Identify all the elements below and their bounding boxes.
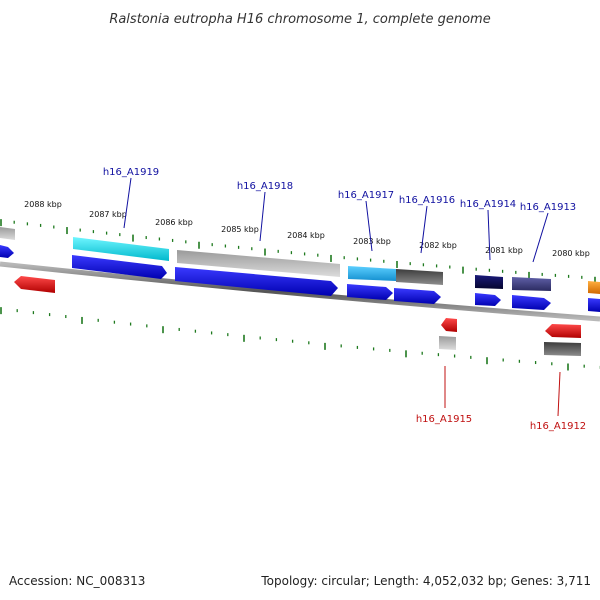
gene-label-h16-a1918[interactable]: h16_A1918 [237, 181, 293, 192]
cds-arrow[interactable] [0, 245, 14, 258]
label-leader-line [420, 205, 428, 254]
scale-label-2080: 2080 kbp [552, 249, 590, 258]
cds-arrow-h16-a1914[interactable] [475, 293, 501, 306]
feature-block[interactable] [588, 281, 600, 294]
reverse-strand-track [14, 276, 581, 338]
scale-label-2083: 2083 kbp [353, 237, 391, 246]
gene-labels-forward: h16_A1919 h16_A1918 h16_A1917 h16_A1916 … [103, 167, 576, 263]
cds-arrow-h16-a1915[interactable] [441, 318, 457, 332]
scale-label-2082: 2082 kbp [419, 241, 457, 250]
feature-block-h16-a1914[interactable] [475, 275, 503, 289]
label-leader-line [123, 177, 132, 229]
cds-arrow-h16-a1918[interactable] [175, 267, 338, 296]
feature-block-h16-a1912[interactable] [544, 342, 581, 356]
chromosome-backbone [0, 261, 600, 322]
label-leader-line [557, 371, 561, 417]
scale-label-2081: 2081 kbp [485, 246, 523, 255]
scale-label-2084: 2084 kbp [287, 231, 325, 240]
feature-block-h16-a1913[interactable] [512, 277, 551, 291]
feature-block-h16-a1915[interactable] [439, 336, 456, 350]
cds-arrow-h16-a1919[interactable] [72, 255, 167, 279]
gene-labels-reverse: h16_A1915 h16_A1912 [416, 366, 586, 432]
scale-label-2087: 2087 kbp [89, 210, 127, 219]
label-leader-line [259, 191, 266, 242]
gene-label-h16-a1919[interactable]: h16_A1919 [103, 167, 159, 178]
label-leader-line [365, 200, 373, 252]
feature-block-h16-a1919[interactable] [73, 237, 169, 261]
gene-label-h16-a1914[interactable]: h16_A1914 [460, 199, 516, 210]
cds-arrow-h16-a1916[interactable] [394, 288, 441, 304]
cds-arrow-h16-a1912[interactable] [545, 324, 581, 338]
gene-label-h16-a1915[interactable]: h16_A1915 [416, 414, 472, 425]
cds-arrow-reverse[interactable] [14, 276, 55, 293]
accession-text: Accession: NC_008313 [9, 574, 146, 588]
genome-summary-text: Topology: circular; Length: 4,052,032 bp… [261, 574, 591, 588]
feature-block-h16-a1918[interactable] [177, 250, 340, 277]
scale-labels: 2088 kbp 2087 kbp 2086 kbp 2085 kbp 2084… [24, 200, 590, 258]
scale-label-2086: 2086 kbp [155, 218, 193, 227]
feature-track-inner [439, 336, 581, 356]
feature-block[interactable] [0, 227, 15, 240]
inner-tick-ring [0, 307, 600, 371]
gene-label-h16-a1916[interactable]: h16_A1916 [399, 195, 455, 206]
feature-block-h16-a1916[interactable] [396, 269, 443, 285]
cds-arrow-h16-a1917[interactable] [347, 284, 393, 300]
scale-label-2085: 2085 kbp [221, 225, 259, 234]
scale-label-2088: 2088 kbp [24, 200, 62, 209]
feature-block-h16-a1917[interactable] [348, 266, 396, 281]
feature-track-outer [0, 227, 600, 294]
label-leader-line [487, 209, 491, 261]
forward-strand-track [0, 245, 600, 312]
cds-arrow-h16-a1913[interactable] [512, 295, 551, 310]
label-leader-line [532, 212, 549, 263]
gene-label-h16-a1912[interactable]: h16_A1912 [530, 421, 586, 432]
map-title: Ralstonia eutropha H16 chromosome 1, com… [109, 12, 490, 27]
outer-tick-ring [0, 219, 596, 284]
cds-arrow[interactable] [588, 298, 600, 312]
gene-label-h16-a1913[interactable]: h16_A1913 [520, 202, 576, 213]
gene-label-h16-a1917[interactable]: h16_A1917 [338, 190, 394, 201]
